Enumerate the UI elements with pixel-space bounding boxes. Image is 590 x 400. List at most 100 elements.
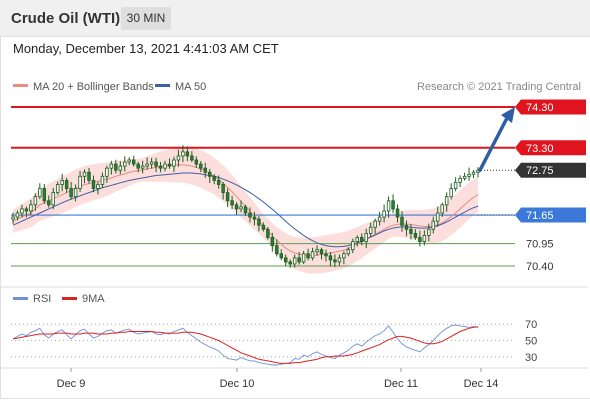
candle [109, 160, 114, 175]
candle-body [96, 184, 100, 189]
candle [333, 254, 337, 268]
candle-body [315, 249, 319, 253]
candle-body [422, 235, 427, 242]
candlesticks [11, 145, 480, 268]
candle-body [297, 257, 301, 263]
candle [324, 249, 328, 262]
rsi-tick-label: 30 [525, 352, 537, 364]
candle [225, 188, 230, 208]
candle [377, 211, 382, 226]
candle [328, 252, 333, 267]
candle [279, 249, 283, 261]
candle [449, 183, 453, 200]
candle [11, 212, 15, 224]
candle-body [337, 257, 342, 263]
candle [288, 259, 292, 268]
candle-body [105, 167, 109, 177]
candle [221, 181, 225, 200]
candle-body [194, 159, 199, 165]
rsi-panel: 70 50 30 [11, 319, 537, 366]
candle [337, 254, 342, 266]
x-tick-label: Dec 11 [384, 378, 418, 390]
candle [78, 170, 82, 192]
candle-body [333, 259, 337, 263]
candle-body [346, 249, 351, 255]
candle [297, 251, 301, 265]
header-bar: Crude Oil (WTI) 30 MIN [0, 0, 590, 37]
candle [185, 146, 190, 162]
level-label-70.95: 70.95 [526, 239, 554, 251]
candle-body [239, 206, 243, 210]
candle [114, 159, 118, 174]
candle [368, 222, 373, 238]
candle-body [418, 237, 422, 242]
candle [257, 215, 261, 232]
candle-body [458, 177, 462, 183]
candle-body [60, 179, 64, 185]
candle-body [69, 188, 73, 198]
candle [355, 235, 360, 247]
candle-body [91, 179, 96, 189]
candle-body [382, 210, 386, 218]
candle-body [163, 163, 167, 169]
candle-body [127, 159, 131, 163]
candle-body [364, 232, 368, 242]
candle-body [351, 241, 355, 251]
candle-body [203, 167, 207, 173]
candle [24, 206, 29, 218]
candle-body [199, 163, 203, 169]
candle [203, 162, 207, 178]
candle [413, 229, 418, 240]
candle [181, 145, 185, 163]
level-lines [11, 106, 515, 267]
candle-body [185, 151, 190, 157]
candle [190, 151, 194, 163]
candle-body [462, 175, 467, 179]
candle-body [145, 163, 149, 167]
candle [243, 204, 248, 216]
candle [167, 158, 172, 169]
candle [216, 175, 221, 189]
candle-body [395, 208, 400, 218]
candle-body [440, 204, 444, 214]
level-label-71.65: 71.65 [526, 210, 554, 222]
candle-body [284, 257, 288, 263]
x-axis: Dec 9 Dec 10 Dec 11 Dec 14 [57, 368, 498, 390]
candle-body [453, 182, 458, 189]
rsi-tick-label: 70 [525, 319, 537, 331]
candle-body [11, 216, 15, 220]
candle [364, 228, 368, 249]
candle-body [324, 253, 328, 257]
candle [64, 177, 69, 193]
candle-body [261, 224, 266, 230]
candle-body [248, 212, 252, 218]
candle-body [360, 237, 364, 242]
candle [440, 202, 444, 217]
candle [91, 175, 96, 193]
candle [418, 230, 422, 247]
legend-swatch-rsi-ma [62, 297, 77, 300]
legend-swatch-rsi [13, 297, 28, 300]
candle-body [158, 165, 163, 169]
candle [38, 183, 42, 200]
candle [248, 207, 252, 223]
projection-arrow [478, 107, 515, 172]
candle-body [409, 228, 413, 234]
timeframe-badge[interactable]: 30 MIN [121, 7, 171, 30]
candle [55, 181, 60, 195]
candle [96, 181, 100, 195]
candle-body [400, 216, 404, 226]
arrow-head [501, 107, 515, 123]
arrow-shaft [478, 116, 509, 172]
candle [199, 160, 203, 173]
candle-body [190, 155, 194, 161]
candle-body [221, 184, 225, 194]
candle [33, 193, 38, 211]
candle [422, 230, 427, 246]
candle [404, 220, 409, 237]
rsi-line [12, 324, 479, 366]
candle-body [172, 159, 176, 167]
candle-body [467, 173, 471, 177]
candle-body [109, 163, 114, 169]
candle [208, 168, 212, 184]
